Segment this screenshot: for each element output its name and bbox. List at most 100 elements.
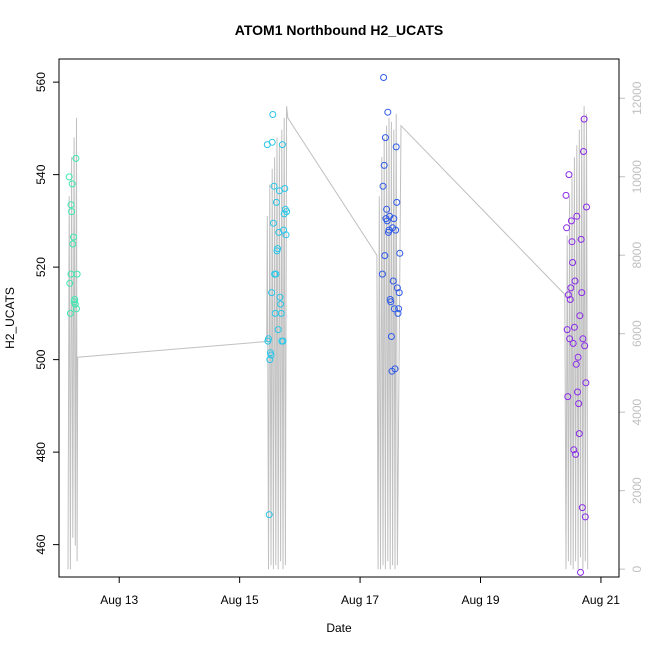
data-point-s1-p25 — [278, 141, 286, 149]
data-point-s1-p17 — [274, 245, 282, 253]
x-axis-label: Date — [326, 621, 352, 635]
axes: 460 480 500 520 540 560 Aug 13 Aug 15 Aug 17 Aug … — [34, 72, 644, 607]
data-point-s2-p26 — [394, 309, 402, 317]
data-point-s0-p4 — [67, 201, 75, 209]
data-point-s0-p7 — [69, 240, 77, 248]
data-point-s1-p26 — [279, 337, 287, 345]
data-point-s2-p12 — [386, 212, 394, 220]
data-point-s3-p16 — [572, 450, 580, 458]
data-point-s3-p14 — [570, 323, 578, 331]
data-point-s3-p11 — [569, 259, 577, 266]
altitude-profile — [67, 106, 589, 570]
y-tick-label-560: 560 — [34, 72, 48, 92]
data-point-s2-p29 — [396, 249, 404, 257]
right-tick-label-2000: 2000 — [630, 477, 644, 504]
data-point-s3-p8 — [567, 284, 575, 292]
y-tick-label-460: 460 — [34, 534, 48, 554]
data-point-s3-p13 — [570, 446, 578, 454]
data-point-s3-p25 — [577, 235, 585, 243]
y-tick-label-480: 480 — [34, 442, 48, 462]
data-point-s2-p27 — [395, 305, 403, 313]
data-point-s2-p4 — [381, 252, 389, 260]
data-point-s3-p10 — [568, 238, 576, 246]
data-point-s3-p9 — [567, 217, 575, 225]
data-point-s2-p14 — [387, 298, 395, 306]
x-tick-label-13: Aug 13 — [100, 593, 138, 607]
data-point-s3-p23 — [576, 312, 584, 320]
x-tick-label-17: Aug 17 — [341, 593, 379, 607]
data-point-s0-p14 — [73, 270, 81, 278]
data-point-s0-p1 — [66, 279, 74, 287]
data-point-s2-p1 — [379, 182, 387, 190]
data-point-s3-p6 — [566, 335, 574, 343]
x-tick-label-21: Aug 21 — [582, 593, 620, 607]
data-point-s1-p10 — [269, 219, 277, 227]
data-point-s1-p7 — [268, 289, 276, 297]
data-point-s1-p28 — [280, 210, 288, 218]
data-point-s1-p11 — [270, 182, 278, 190]
data-point-s1-p18 — [274, 326, 282, 334]
data-point-s3-p12 — [569, 339, 577, 347]
right-tick-label-0: 0 — [630, 565, 644, 572]
data-point-s2-p28 — [395, 289, 403, 297]
data-point-s3-p33 — [582, 379, 590, 387]
data-point-s2-p2 — [380, 74, 388, 81]
y-tick-label-520: 520 — [34, 257, 48, 277]
data-point-s3-p22 — [575, 430, 583, 438]
data-point-s1-p2 — [265, 335, 272, 343]
data-point-s2-p22 — [392, 226, 400, 234]
x-tick-label-15: Aug 15 — [221, 593, 259, 607]
data-points — [65, 74, 590, 576]
right-tick-label-12000: 12000 — [630, 81, 644, 115]
data-point-s1-p29 — [281, 185, 289, 192]
data-point-s3-p5 — [565, 171, 573, 179]
data-point-s3-p0 — [562, 191, 570, 199]
data-point-s3-p29 — [580, 148, 587, 155]
data-point-s1-p22 — [277, 300, 285, 308]
right-tick-label-8000: 8000 — [630, 242, 644, 269]
data-point-s1-p3 — [265, 511, 273, 519]
data-point-s3-p34 — [583, 203, 590, 211]
data-point-s3-p21 — [575, 400, 583, 408]
data-point-s3-p24 — [577, 568, 584, 576]
data-point-s1-p31 — [282, 231, 290, 239]
altitude-line — [67, 106, 589, 570]
right-tick-label-6000: 6000 — [630, 320, 644, 347]
data-point-s2-p20 — [390, 305, 398, 313]
data-point-s3-p3 — [564, 393, 572, 401]
plot-frame — [58, 58, 620, 578]
data-point-s2-p9 — [384, 108, 392, 116]
data-point-s3-p31 — [581, 342, 589, 350]
data-point-s3-p32 — [581, 513, 589, 521]
data-point-s1-p6 — [267, 351, 275, 359]
data-point-s1-p14 — [272, 270, 280, 278]
data-point-s2-p7 — [383, 205, 391, 213]
data-point-s3-p27 — [578, 504, 586, 512]
data-point-s1-p23 — [277, 309, 285, 317]
y-tick-label-540: 540 — [34, 164, 48, 184]
data-point-s2-p18 — [389, 277, 397, 285]
data-point-s0-p5 — [68, 208, 76, 216]
data-point-s3-p15 — [571, 277, 579, 285]
data-point-s2-p5 — [381, 134, 389, 142]
data-point-s1-p21 — [276, 293, 284, 301]
data-point-s3-p30 — [580, 115, 588, 123]
data-point-s2-p21 — [391, 365, 399, 373]
data-point-s2-p15 — [387, 333, 395, 340]
data-point-s3-p18 — [573, 212, 581, 220]
data-point-s1-p8 — [268, 138, 276, 146]
data-point-s0-p13 — [73, 305, 80, 313]
chart-title: ATOM1 Northbound H2_UCATS — [235, 22, 443, 38]
data-point-s3-p20 — [574, 353, 582, 361]
x-tick-label-19: Aug 19 — [461, 593, 499, 607]
data-point-s0-p10 — [71, 296, 79, 303]
data-point-s0-p8 — [70, 233, 77, 241]
data-point-s2-p0 — [378, 270, 386, 278]
data-point-s1-p4 — [266, 356, 274, 364]
data-point-s1-p32 — [283, 208, 291, 216]
data-point-s2-p24 — [393, 198, 401, 206]
right-tick-label-4000: 4000 — [630, 399, 644, 426]
data-point-s3-p26 — [578, 289, 586, 297]
data-point-s1-p15 — [272, 198, 280, 206]
